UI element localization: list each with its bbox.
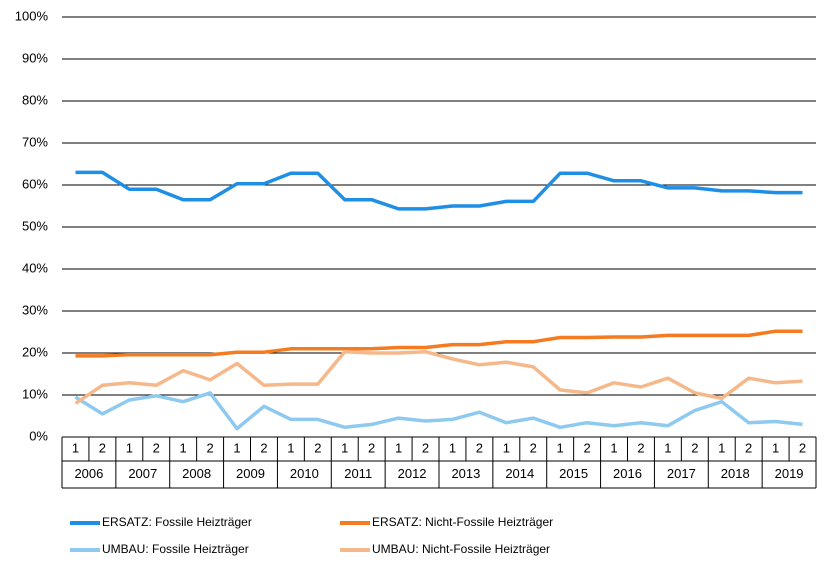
series-line (74, 349, 803, 405)
x-tick-label: 2 (422, 440, 429, 455)
x-tick-label: 2 (530, 440, 537, 455)
x-tick-label: 1 (610, 440, 617, 455)
x-tick-label: 1 (395, 440, 402, 455)
x-tick-label: 2 (153, 440, 160, 455)
series-line (74, 391, 803, 431)
x-tick-label: 2 (799, 440, 806, 455)
y-tick-label: 90% (22, 50, 48, 65)
x-group-label: 2018 (721, 466, 750, 481)
x-group-label: 2011 (344, 466, 372, 481)
y-tick-label: 40% (22, 260, 48, 275)
x-group-label: 2007 (128, 466, 157, 481)
x-group-label: 2006 (74, 466, 103, 481)
x-group-label: 2015 (559, 466, 588, 481)
y-tick-label: 10% (22, 386, 48, 401)
x-tick-label: 2 (476, 440, 483, 455)
x-tick-label: 2 (260, 440, 267, 455)
x-tick-label: 1 (72, 440, 79, 455)
y-tick-label: 0% (29, 428, 48, 443)
x-tick-label: 2 (368, 440, 375, 455)
x-tick-label: 2 (583, 440, 590, 455)
x-tick-label: 1 (664, 440, 671, 455)
y-tick-label: 30% (22, 302, 48, 317)
x-tick-label: 2 (314, 440, 321, 455)
x-group-label: 2013 (451, 466, 480, 481)
legend-label: ERSATZ: Nicht-Fossile Heizträger (372, 515, 553, 529)
y-tick-label: 60% (22, 176, 48, 191)
x-group-label: 2012 (398, 466, 427, 481)
x-group-label: 2014 (505, 466, 534, 481)
x-group-label: 2008 (182, 466, 211, 481)
x-group-label: 2010 (290, 466, 319, 481)
x-tick-label: 1 (287, 440, 294, 455)
x-tick-label: 2 (99, 440, 106, 455)
x-tick-label: 2 (745, 440, 752, 455)
legend-label: UMBAU: Nicht-Fossile Heizträger (372, 542, 550, 556)
x-tick-label: 1 (180, 440, 187, 455)
y-tick-label: 50% (22, 218, 48, 233)
y-tick-label: 20% (22, 344, 48, 359)
x-tick-label: 1 (126, 440, 133, 455)
legend-label: UMBAU: Fossile Heizträger (102, 542, 249, 556)
x-tick-label: 2 (206, 440, 213, 455)
y-tick-label: 80% (22, 92, 48, 107)
x-tick-label: 1 (503, 440, 510, 455)
x-tick-label: 1 (233, 440, 240, 455)
series-line (75, 329, 803, 358)
legend-label: ERSATZ: Fossile Heizträger (102, 515, 252, 529)
series-line (75, 170, 803, 211)
x-group-label: 2016 (613, 466, 642, 481)
x-tick-label: 1 (718, 440, 725, 455)
x-group-label: 2009 (236, 466, 265, 481)
x-tick-label: 1 (557, 440, 564, 455)
x-tick-label: 1 (341, 440, 348, 455)
x-tick-label: 1 (449, 440, 456, 455)
x-tick-label: 2 (637, 440, 644, 455)
x-group-label: 2017 (667, 466, 696, 481)
x-tick-label: 1 (772, 440, 779, 455)
x-group-label: 2019 (775, 466, 804, 481)
x-tick-label: 2 (691, 440, 698, 455)
y-tick-label: 100% (15, 8, 49, 23)
y-tick-label: 70% (22, 134, 48, 149)
